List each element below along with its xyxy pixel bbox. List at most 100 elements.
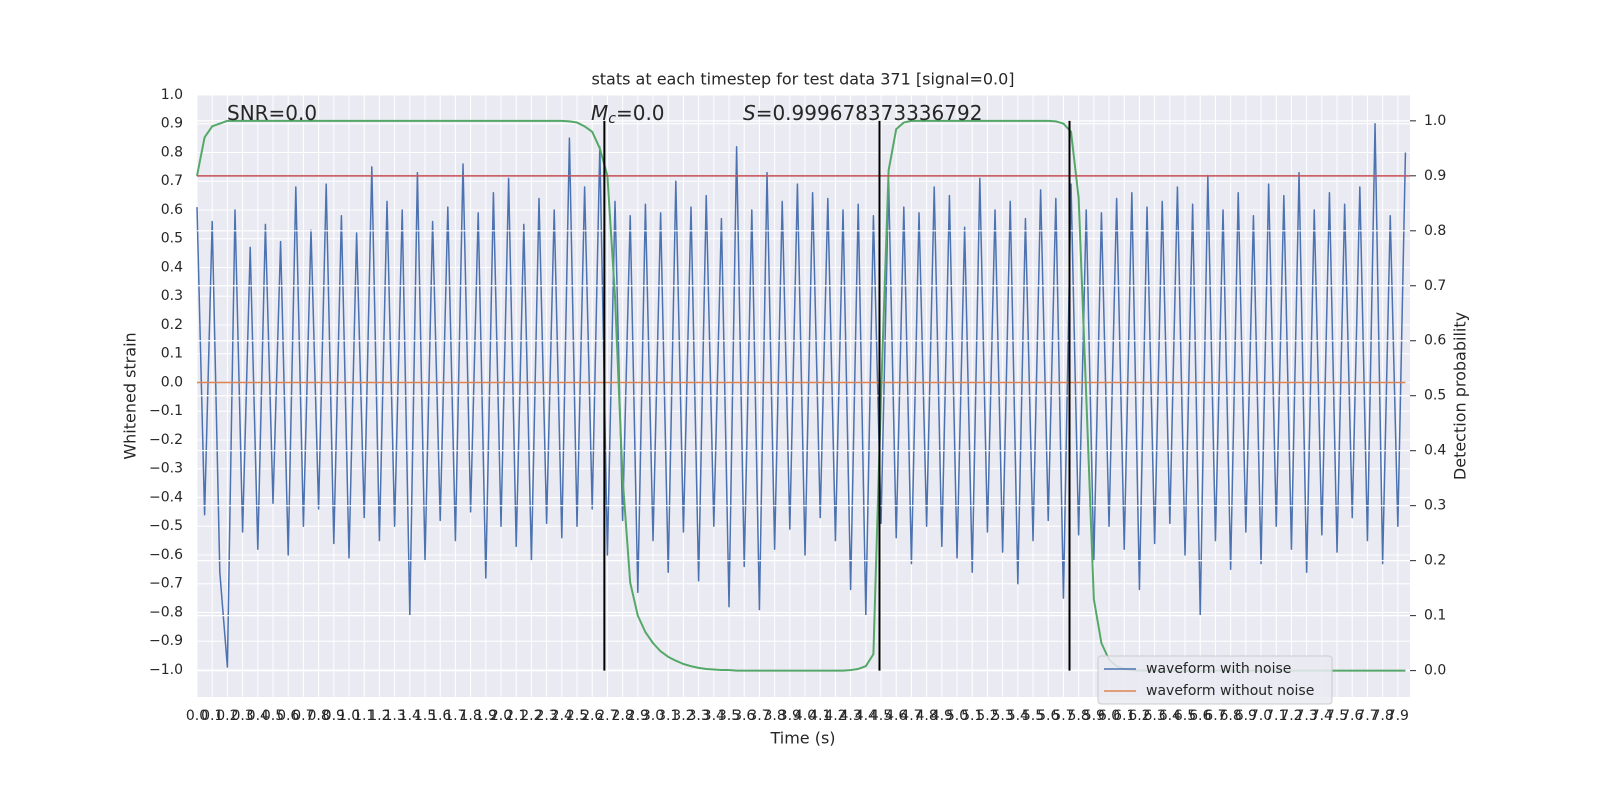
overlay-layer	[196, 119, 1410, 672]
legend-label: waveform without noise	[1146, 683, 1314, 699]
y-tick-label: 0.7	[161, 173, 183, 189]
y-tick-label: −0.8	[149, 604, 183, 620]
x-tick-label: 3.1	[657, 708, 679, 724]
x-tick-label: 0.4	[247, 708, 269, 724]
x-tick-label: 4.2	[824, 708, 846, 724]
y2-tick-label: 0.2	[1424, 553, 1446, 569]
x-tick-label: 5.4	[1007, 708, 1029, 724]
x-tick-label: 6.2	[1128, 708, 1150, 724]
x-tick-label: 1.8	[459, 708, 481, 724]
y-tick-label: −0.7	[149, 576, 183, 592]
x-tick-label: 4.0	[794, 708, 816, 724]
x-tick-label: 1.1	[353, 708, 375, 724]
x-tick-label: 2.3	[535, 708, 557, 724]
annotation-subscript: c	[608, 111, 616, 127]
x-tick-label: 4.7	[900, 708, 922, 724]
x-tick-label: 2.4	[551, 708, 573, 724]
x-tick-label: 2.6	[581, 708, 603, 724]
x-tick-label: 6.4	[1159, 708, 1181, 724]
x-tick-label: 7.2	[1280, 708, 1302, 724]
x-tick-label: 4.5	[870, 708, 892, 724]
x-tick-label: 5.9	[1083, 708, 1105, 724]
x-tick-label: 5.0	[946, 708, 968, 724]
y-tick-label: 0.9	[161, 116, 183, 132]
x-tick-label: 2.0	[490, 708, 512, 724]
y-tick-label: 0.5	[161, 231, 183, 247]
legend-box	[1097, 655, 1333, 705]
y-tick-label: 0.2	[161, 317, 183, 333]
x-tick-label: 5.2	[976, 708, 998, 724]
annotation-text: =0.0	[616, 101, 665, 125]
x-tick-label: 1.3	[383, 708, 405, 724]
x-tick-label: 1.4	[399, 708, 421, 724]
x-tick-label: 3.5	[718, 708, 740, 724]
y-tick-label: −0.6	[149, 547, 183, 563]
x-tick-label: 6.7	[1204, 708, 1226, 724]
annotation: S=0.999678373336792	[743, 101, 982, 125]
x-tick-label: 6.1	[1113, 708, 1135, 724]
x-tick-label: 1.6	[429, 708, 451, 724]
x-tick-label: 4.6	[885, 708, 907, 724]
x-tick-label: 3.3	[687, 708, 709, 724]
y2-tick-label: 0.9	[1424, 168, 1446, 184]
y-tick-label: 0.6	[161, 202, 183, 218]
x-tick-label: 4.4	[855, 708, 877, 724]
x-tick-label: 0.1	[201, 708, 223, 724]
annotation-symbol: M	[591, 101, 608, 125]
x-tick-label: 5.5	[1022, 708, 1044, 724]
x-tick-label: 7.0	[1250, 708, 1272, 724]
x-tick-label: 0.7	[292, 708, 314, 724]
x-tick-label: 5.6	[1037, 708, 1059, 724]
y-tick-label: −0.5	[149, 518, 183, 534]
x-tick-label: 7.4	[1311, 708, 1333, 724]
x-tick-label: 7.7	[1356, 708, 1378, 724]
y2-tick-label: 0.7	[1424, 278, 1446, 294]
x-tick-label: 3.6	[733, 708, 755, 724]
y-tick-label: 0.8	[161, 144, 183, 160]
annotation: SNR=0.0	[227, 101, 317, 125]
x-tick-label: 0.8	[307, 708, 329, 724]
x-tick-label: 7.5	[1326, 708, 1348, 724]
x-tick-label: 2.1	[505, 708, 527, 724]
x-tick-label: 2.7	[596, 708, 618, 724]
x-tick-label: 6.0	[1098, 708, 1120, 724]
y-axis-label: Whitened strain	[121, 332, 140, 459]
y-tick-label: 0.3	[161, 288, 183, 304]
y2-tick-label: 0.4	[1424, 443, 1446, 459]
y-tick-label: −0.2	[149, 432, 183, 448]
y-tick-label: −0.1	[149, 403, 183, 419]
y-tick-label: −0.3	[149, 461, 183, 477]
x-tick-label: 1.7	[444, 708, 466, 724]
annotation: Mc=0.0	[591, 101, 665, 128]
x-axis-label: Time (s)	[769, 729, 835, 748]
x-tick-label: 4.8	[915, 708, 937, 724]
x-tick-label: 5.8	[1067, 708, 1089, 724]
x-tick-label: 6.6	[1189, 708, 1211, 724]
marks-layer	[196, 120, 1410, 672]
x-tick-label: 1.2	[368, 708, 390, 724]
y-tick-label: 1.0	[161, 87, 183, 103]
x-tick-label: 7.6	[1341, 708, 1363, 724]
x-tick-label: 0.3	[231, 708, 253, 724]
y-tick-label: −0.4	[149, 489, 183, 505]
x-tick-label: 2.5	[566, 708, 588, 724]
y-tick-label: −0.9	[149, 633, 183, 649]
y2-axis-label: Detection probability	[1451, 312, 1470, 480]
x-tick-label: 3.7	[748, 708, 770, 724]
x-tick-label: 1.0	[338, 708, 360, 724]
y2-tick-label: 0.6	[1424, 333, 1446, 349]
x-tick-label: 5.7	[1052, 708, 1074, 724]
x-tick-label: 1.9	[475, 708, 497, 724]
x-tick-label: 6.9	[1235, 708, 1257, 724]
y-tick-label: 0.4	[161, 259, 183, 275]
x-tick-label: 0.9	[323, 708, 345, 724]
y-tick-label: 0.1	[161, 346, 183, 362]
x-tick-label: 0.6	[277, 708, 299, 724]
x-tick-label: 3.9	[779, 708, 801, 724]
x-tick-label: 7.9	[1387, 708, 1409, 724]
chart-title: stats at each timestep for test data 371…	[591, 70, 1014, 89]
legend-label: waveform with noise	[1146, 661, 1291, 677]
y2-tick-label: 0.8	[1424, 223, 1446, 239]
